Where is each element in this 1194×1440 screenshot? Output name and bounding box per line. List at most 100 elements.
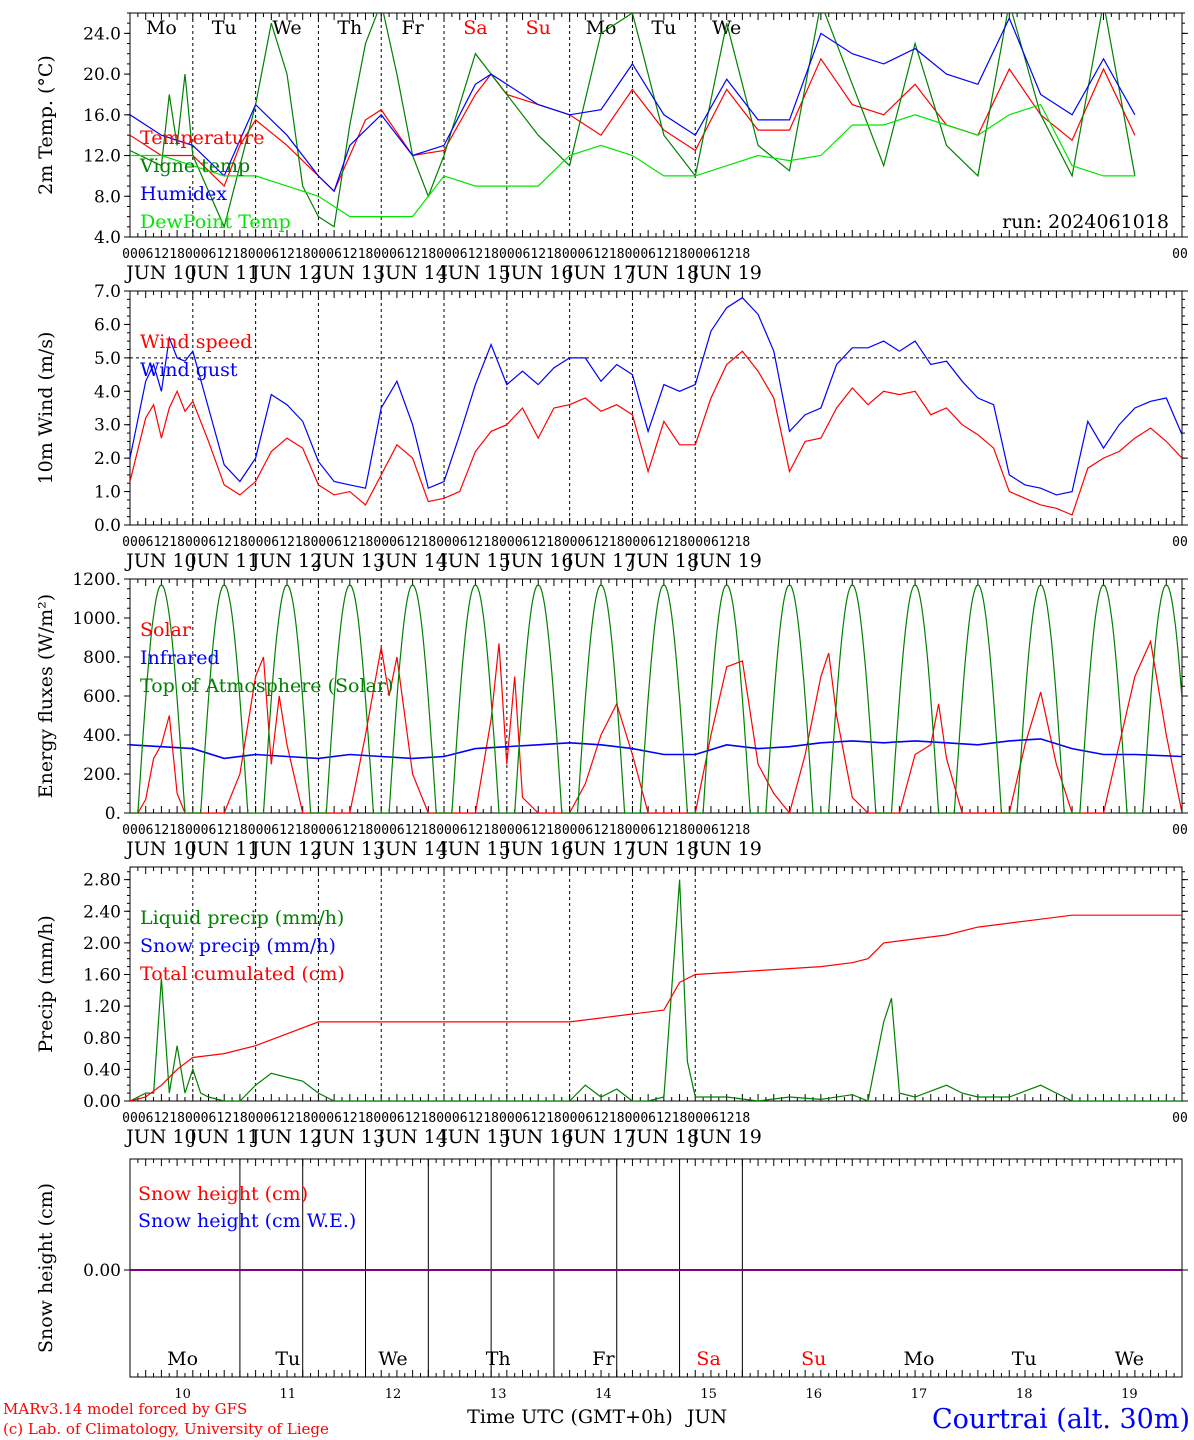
hour-label: 00 xyxy=(248,535,264,550)
hour-label: 18 xyxy=(546,535,562,550)
date-label: JUN 17 xyxy=(564,838,636,860)
y-tick-label: 6.0 xyxy=(94,315,121,335)
hour-label: 12 xyxy=(468,535,484,550)
hour-label: 00 xyxy=(687,247,703,262)
hour-label: 06 xyxy=(201,823,217,838)
hour-label: 00 xyxy=(248,823,264,838)
legend-entry: Snow height (cm W.E.) xyxy=(138,1210,356,1232)
y-tick-label: 8.0 xyxy=(94,187,121,207)
date-label: JUN 16 xyxy=(501,262,573,284)
weekday-label: Sa xyxy=(463,17,487,39)
hour-label: 06 xyxy=(389,247,405,262)
hour-label: 12 xyxy=(279,823,295,838)
hour-label: 18 xyxy=(609,535,625,550)
hour-label: 06 xyxy=(578,823,594,838)
date-label: JUN 11 xyxy=(187,550,259,572)
date-label: JUN 18 xyxy=(627,262,699,284)
y-tick-label: 24.0 xyxy=(83,24,121,44)
hour-label: 12 xyxy=(468,1111,484,1126)
hour-label: 00 xyxy=(436,247,452,262)
hour-label: 00 xyxy=(373,535,389,550)
hour-label: 06 xyxy=(640,1111,656,1126)
hour-label: 06 xyxy=(326,247,342,262)
hour-label: 06 xyxy=(389,823,405,838)
series-line-dewpoint-temp xyxy=(130,103,1135,218)
hour-label: 12 xyxy=(593,247,609,262)
date-label: JUN 17 xyxy=(564,550,636,572)
date-label: JUN 19 xyxy=(689,838,761,860)
day-number-label: 16 xyxy=(806,1387,823,1402)
hour-label: 06 xyxy=(201,535,217,550)
hour-label: 00 xyxy=(1172,1111,1188,1126)
date-label: JUN 13 xyxy=(313,838,385,860)
hour-label: 12 xyxy=(216,823,232,838)
legend-entry: Top of Atmosphere (Solar) xyxy=(140,675,393,697)
hour-label: 12 xyxy=(530,535,546,550)
hour-label: 18 xyxy=(358,535,374,550)
hour-label: 18 xyxy=(295,247,311,262)
hour-label: 00 xyxy=(185,823,201,838)
hour-label: 06 xyxy=(452,247,468,262)
date-label: JUN 14 xyxy=(375,1126,447,1148)
hour-label: 18 xyxy=(232,247,248,262)
y-tick-label: 800. xyxy=(83,648,121,668)
hour-label: 18 xyxy=(295,823,311,838)
hour-label: 12 xyxy=(719,1111,735,1126)
plot-frame xyxy=(129,12,1183,238)
day-number-label: 14 xyxy=(595,1387,612,1402)
hour-label: 00 xyxy=(122,823,138,838)
date-label: JUN 13 xyxy=(313,550,385,572)
hour-label: 00 xyxy=(499,823,515,838)
series-line-liquid-precip-mm-h- xyxy=(130,879,1182,1101)
weekday-label: We xyxy=(712,17,741,39)
date-label: JUN 12 xyxy=(250,838,322,860)
hour-label: 12 xyxy=(154,247,170,262)
hour-label: 00 xyxy=(625,247,641,262)
hour-label: 06 xyxy=(515,1111,531,1126)
y-tick-label: 600. xyxy=(83,687,121,707)
date-label: JUN 16 xyxy=(501,550,573,572)
weekday-label: Sa xyxy=(696,1348,720,1370)
date-label: JUN 15 xyxy=(438,1126,510,1148)
hour-label: 12 xyxy=(593,823,609,838)
hour-label: 18 xyxy=(421,823,437,838)
date-label: JUN 10 xyxy=(124,262,196,284)
hour-label: 12 xyxy=(719,247,735,262)
hour-label: 18 xyxy=(546,823,562,838)
series-line-total-cumulated-cm- xyxy=(130,914,1182,1101)
y-tick-label: 400. xyxy=(83,726,121,746)
hour-label: 12 xyxy=(593,535,609,550)
hour-label: 00 xyxy=(185,535,201,550)
day-number-label: 17 xyxy=(911,1387,928,1402)
hour-label: 18 xyxy=(672,823,688,838)
legend-entry: Vigne temp xyxy=(139,155,250,177)
hour-label: 12 xyxy=(279,1111,295,1126)
hour-label: 00 xyxy=(373,823,389,838)
weekday-label: Th xyxy=(337,17,362,39)
hour-label: 06 xyxy=(138,1111,154,1126)
date-label: JUN 18 xyxy=(627,1126,699,1148)
date-label: JUN 10 xyxy=(124,550,196,572)
hour-label: 12 xyxy=(719,823,735,838)
hour-label: 18 xyxy=(421,535,437,550)
weekday-label: Tu xyxy=(651,17,676,39)
hour-label: 12 xyxy=(405,247,421,262)
hour-label: 18 xyxy=(483,535,499,550)
weekday-label: Su xyxy=(526,17,551,39)
legend-entry: Humidex xyxy=(140,183,227,205)
series-line-vigne-temp xyxy=(130,13,1136,229)
x-axis-label: Time UTC (GMT+0h) xyxy=(467,1406,673,1428)
hour-label: 18 xyxy=(421,247,437,262)
hour-label: 00 xyxy=(499,247,515,262)
hour-label: 18 xyxy=(232,1111,248,1126)
hour-label: 00 xyxy=(562,247,578,262)
legend-entry: Solar xyxy=(140,619,192,641)
hour-label: 12 xyxy=(405,535,421,550)
hour-label: 00 xyxy=(311,535,327,550)
hour-label: 12 xyxy=(342,1111,358,1126)
hour-label: 18 xyxy=(735,823,751,838)
hour-label: 06 xyxy=(578,1111,594,1126)
hour-label: 12 xyxy=(154,823,170,838)
hour-label: 06 xyxy=(515,247,531,262)
